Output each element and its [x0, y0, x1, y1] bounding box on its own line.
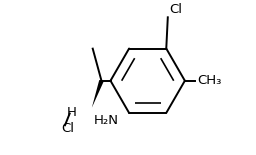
Text: H: H [67, 106, 77, 119]
Text: H₂N: H₂N [94, 113, 119, 126]
Text: Cl: Cl [169, 3, 182, 16]
Text: CH₃: CH₃ [197, 74, 221, 87]
Text: Cl: Cl [61, 122, 74, 135]
Polygon shape [92, 80, 104, 108]
